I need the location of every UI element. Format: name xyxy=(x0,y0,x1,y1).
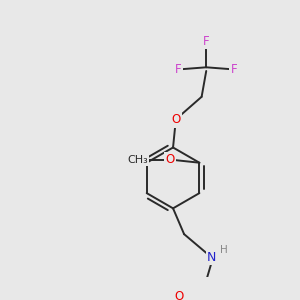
Text: H: H xyxy=(220,245,228,255)
Text: N: N xyxy=(207,251,217,264)
Text: F: F xyxy=(175,63,182,76)
Text: O: O xyxy=(165,153,175,167)
Text: O: O xyxy=(174,290,183,300)
Text: O: O xyxy=(171,113,180,126)
Text: F: F xyxy=(203,35,209,48)
Text: F: F xyxy=(231,63,237,76)
Text: CH₃: CH₃ xyxy=(127,155,148,165)
